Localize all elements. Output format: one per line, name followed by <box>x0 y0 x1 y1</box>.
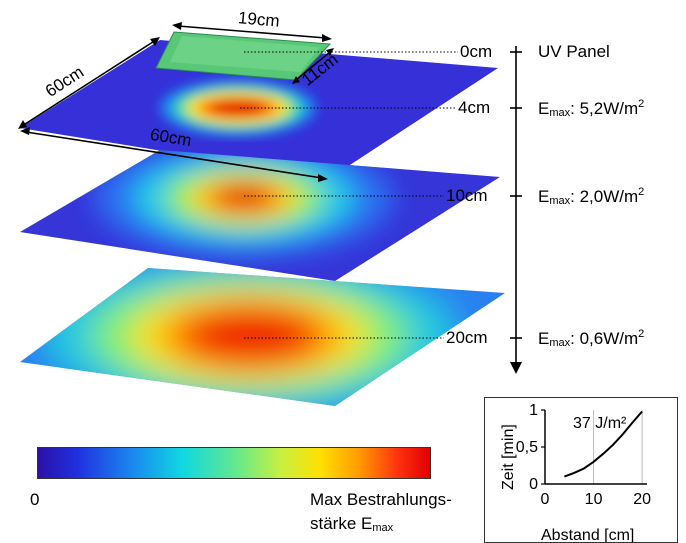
emax-letter: E <box>538 329 550 348</box>
emax-letter: E <box>538 99 550 118</box>
inset-x-tick-label: 20 <box>633 491 651 508</box>
inset-series-line <box>564 410 643 478</box>
distance-label-4cm: 4cm <box>458 98 491 117</box>
distance-label-20cm: 20cm <box>446 328 488 347</box>
emax-value: : 5,2W/m <box>570 99 639 118</box>
inset-y-tick-label: 0,5 <box>516 439 538 456</box>
emax-unit-superscript: 2 <box>638 98 645 110</box>
colorbar-max-subscript: max <box>372 522 394 534</box>
colorbar <box>37 447 431 479</box>
inset-plot: 0 10 20 0 0,5 1 37 J/m² Abstand [cm] Zeit [mi… <box>500 402 651 542</box>
plane-4cm <box>20 40 498 178</box>
inset-time-distance-chart: 0 10 20 0 0,5 1 37 J/m² Abstand [cm] Zeit [mi… <box>484 397 678 543</box>
emax-unit-superscript: 2 <box>638 186 645 198</box>
emax-label-10cm: Emax: 2,0W/m2 <box>538 186 644 207</box>
colorbar-min-label: 0 <box>30 490 40 509</box>
inset-y-label: Zeit [min] <box>500 424 517 490</box>
emax-label-4cm: Emax: 5,2W/m2 <box>538 98 644 119</box>
emax-label-20cm: Emax: 0,6W/m2 <box>538 328 644 349</box>
plane-10cm <box>20 150 500 281</box>
inset-x-label: Abstand [cm] <box>541 527 634 542</box>
inset-grid <box>593 410 643 484</box>
distance-axis <box>510 46 522 374</box>
colorbar-max-label-line1: Max Bestrahlungs- <box>310 490 452 509</box>
inset-y-tick-label: 0 <box>529 476 538 493</box>
uv-panel <box>155 31 332 81</box>
dim-width-top: 19cm <box>237 8 281 31</box>
colorbar-max-text: stärke E <box>310 514 373 533</box>
plane-20cm <box>20 268 505 406</box>
inset-annotation: 37 J/m² <box>573 415 627 432</box>
emax-subscript: max <box>549 107 571 119</box>
inset-x-tick-label: 0 <box>541 491 550 508</box>
emax-value: : 0,6W/m <box>570 329 639 348</box>
emax-letter: E <box>538 187 550 206</box>
inset-y-tick-label: 1 <box>529 402 538 419</box>
distance-label-10cm: 10cm <box>446 186 488 205</box>
emax-subscript: max <box>549 337 571 349</box>
colorbar-max-label-line2: stärke Emax <box>310 514 393 534</box>
inset-ticks: 0 10 20 0 0,5 1 <box>516 402 651 508</box>
emax-subscript: max <box>549 195 571 207</box>
leader-lines <box>240 51 458 339</box>
dimension-arrows <box>18 22 334 182</box>
distance-label-0cm: 0cm <box>460 42 493 61</box>
emax-unit-superscript: 2 <box>638 328 645 340</box>
uv-panel-label: UV Panel <box>538 42 610 61</box>
emax-value: : 2,0W/m <box>570 187 639 206</box>
inset-x-tick-label: 10 <box>585 491 603 508</box>
